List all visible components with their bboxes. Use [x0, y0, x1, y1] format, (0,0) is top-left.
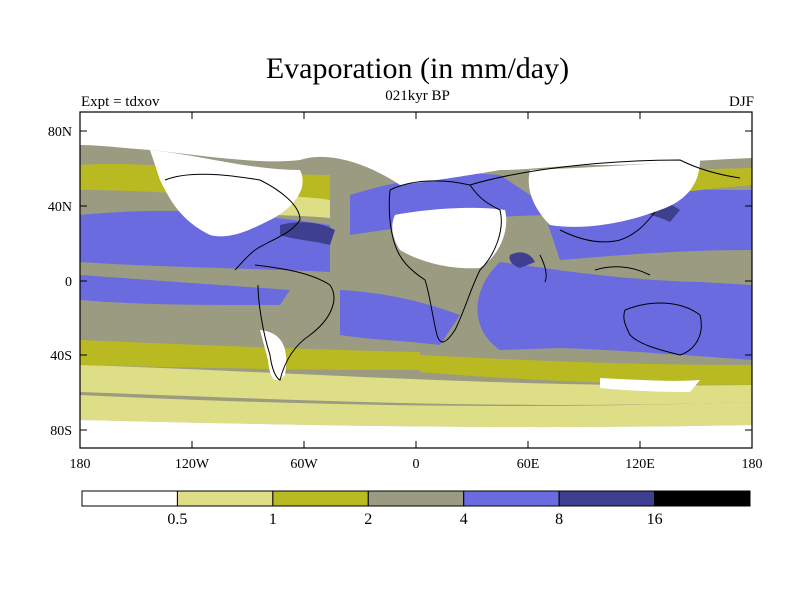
y-tick-label: 80S	[50, 424, 72, 439]
colorbar-label: 0.5	[167, 511, 187, 528]
evaporation-field	[80, 112, 752, 448]
x-tick-label: 60E	[517, 457, 540, 472]
colorbar-label: 2	[364, 511, 372, 528]
colorbar: 0.5 1 2 4 8 16	[81, 490, 751, 528]
colorbar-swatch	[463, 490, 560, 507]
colorbar-swatch	[654, 490, 751, 507]
season-label: DJF	[728, 94, 754, 110]
colorbar-swatch	[272, 490, 369, 507]
colorbar-label: 1	[269, 511, 277, 528]
y-tick-label: 80N	[48, 125, 72, 140]
y-axis-ticks: 80N 40N 0 40S 80S	[48, 125, 752, 439]
colorbar-swatch	[558, 490, 656, 507]
map-subtitle: 021kyr BP	[385, 88, 450, 104]
x-tick-label: 180	[70, 457, 91, 472]
y-tick-label: 40S	[50, 349, 72, 364]
colorbar-label: 8	[555, 511, 563, 528]
y-tick-label: 40N	[48, 200, 72, 215]
colorbar-swatch	[176, 490, 274, 507]
x-tick-label: 120W	[175, 457, 210, 472]
experiment-label: Expt = tdxov	[81, 94, 160, 110]
colorbar-label: 4	[460, 511, 468, 528]
y-tick-label: 0	[65, 275, 72, 290]
x-tick-label: 180	[742, 457, 763, 472]
x-tick-label: 60W	[290, 457, 318, 472]
x-axis-ticks: 180 120W 60W 0 60E 120E 180	[70, 112, 763, 472]
colorbar-swatch	[367, 490, 465, 507]
colorbar-swatch	[81, 490, 178, 507]
colorbar-label: 16	[647, 511, 663, 528]
x-tick-label: 0	[413, 457, 420, 472]
map-title: Evaporation (in mm/day)	[265, 52, 570, 85]
x-tick-label: 120E	[625, 457, 655, 472]
